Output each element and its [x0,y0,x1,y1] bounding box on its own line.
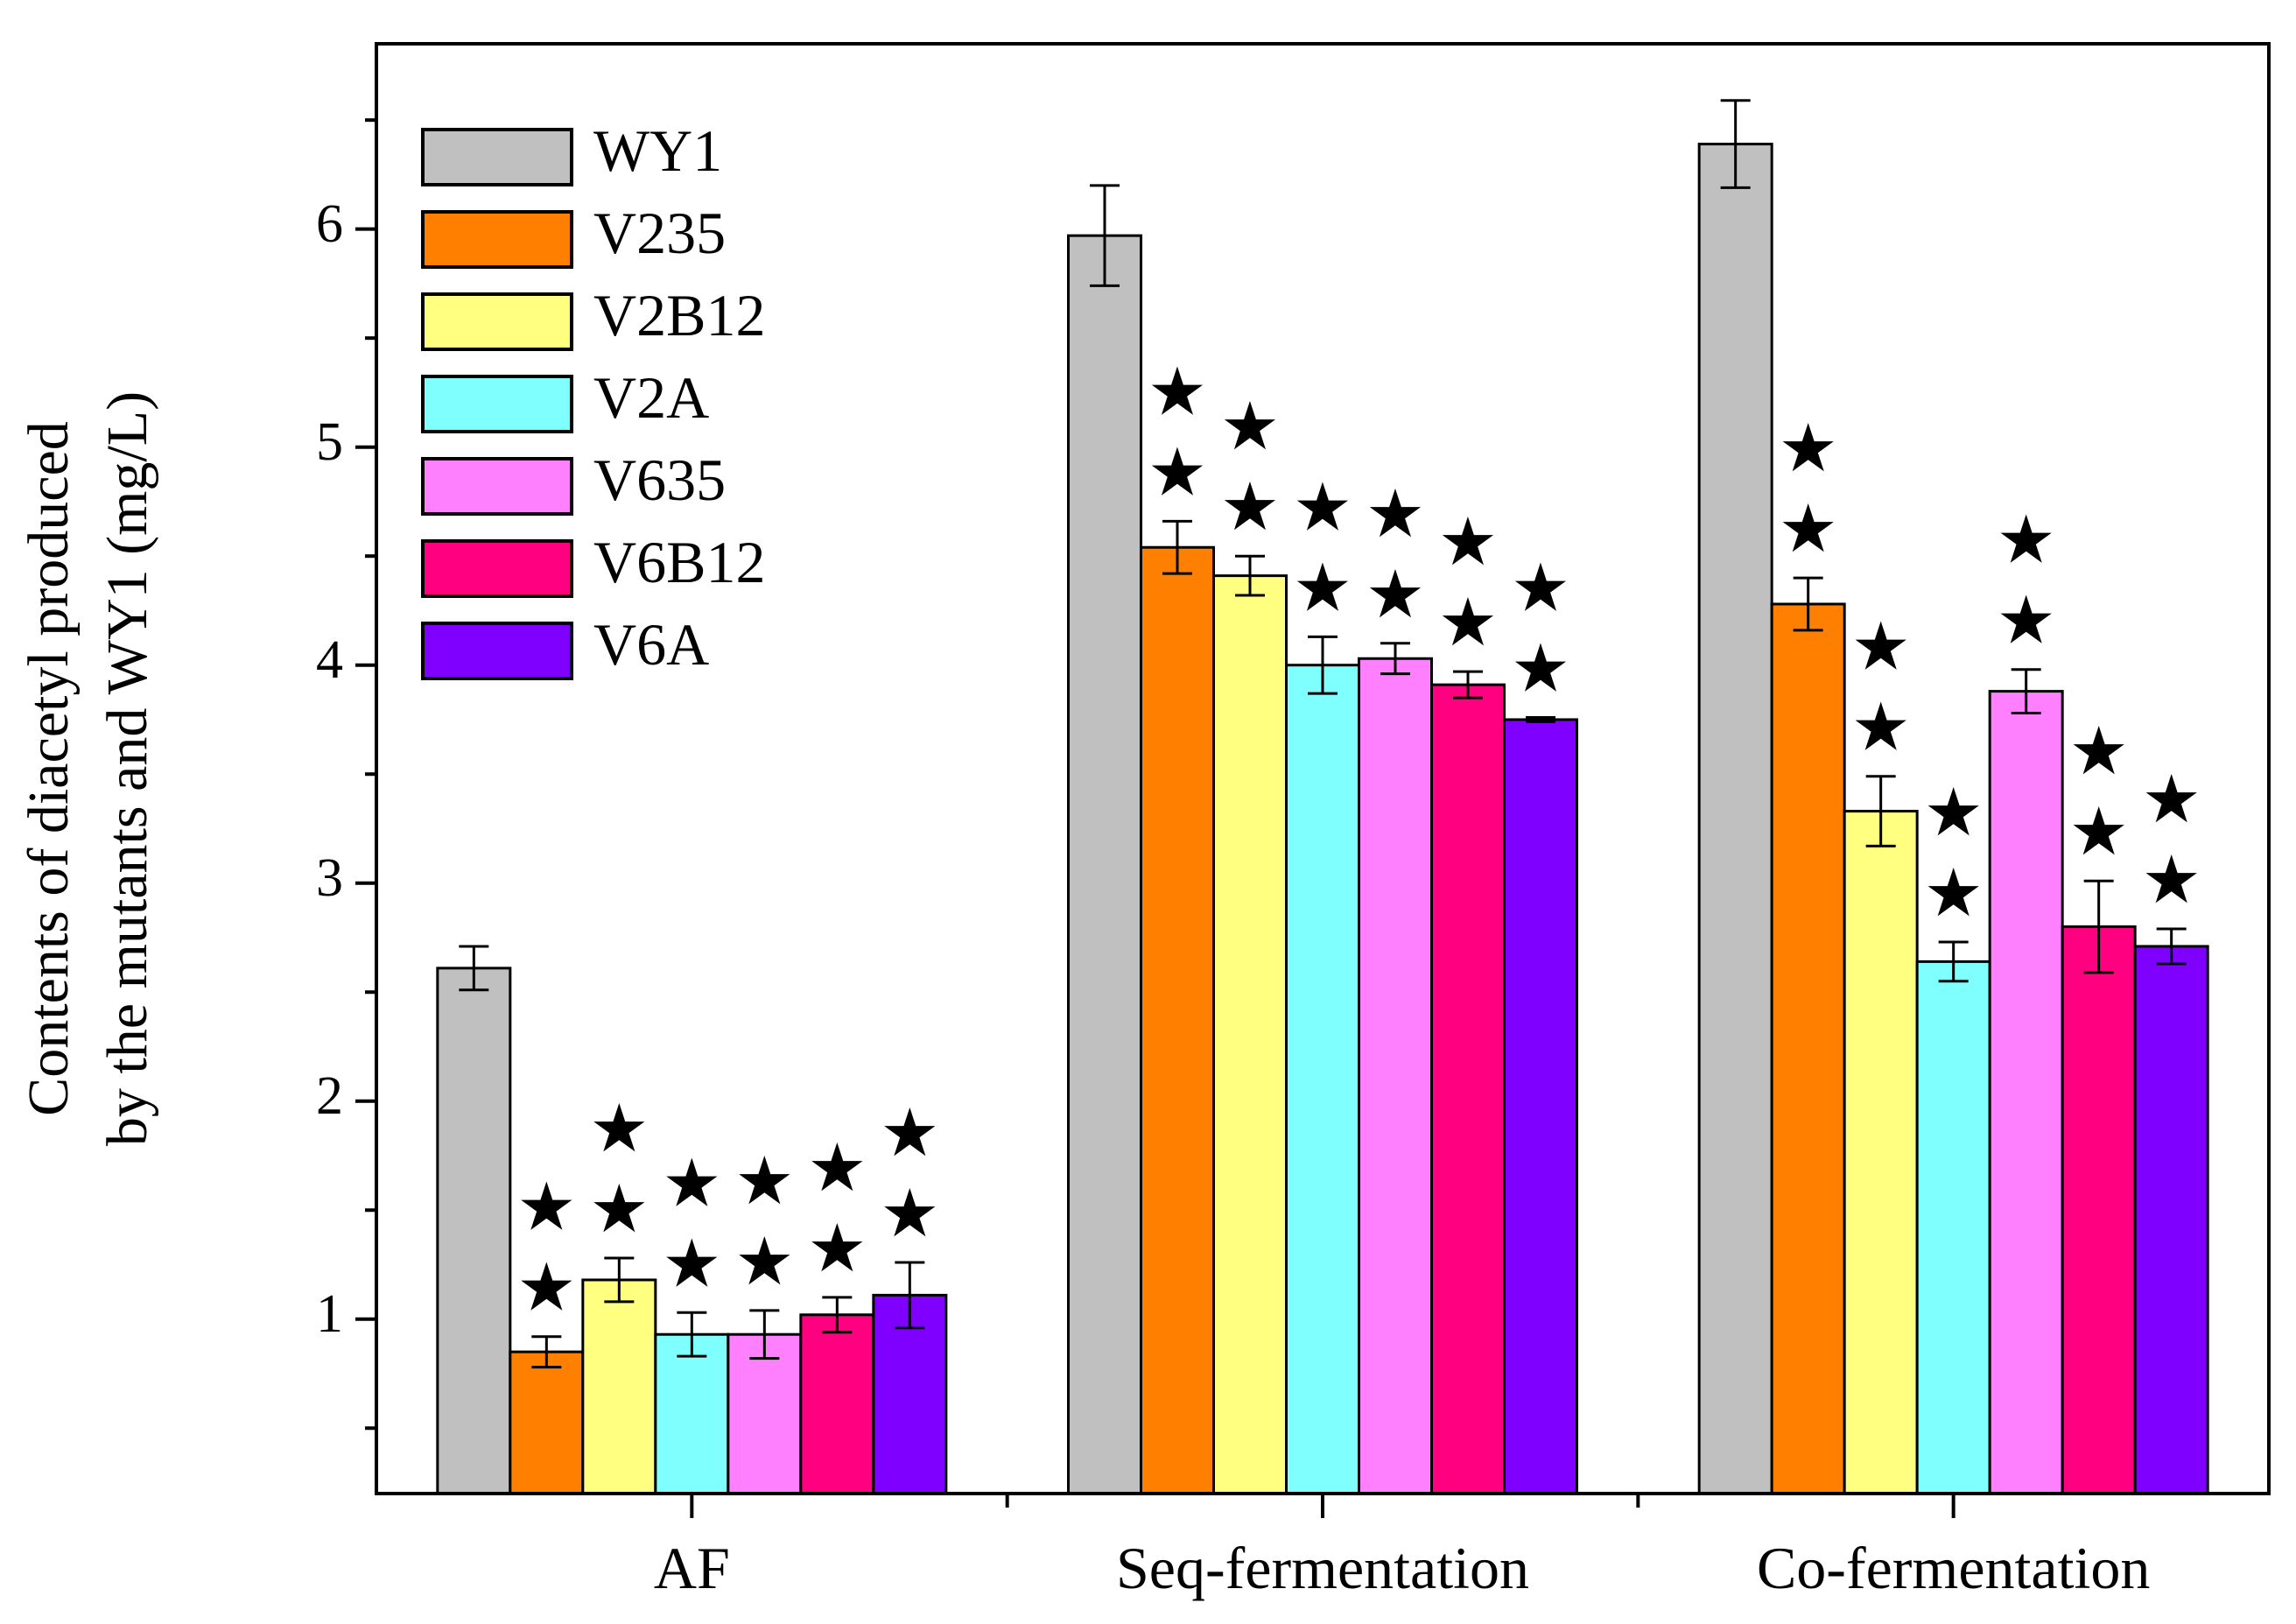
legend-swatch-V6B12 [421,539,573,598]
bar-V6B12-AF [799,1313,875,1495]
significance-star-V6B12-AF: ★ [807,1128,867,1206]
legend-label-V235: V235 [593,200,726,266]
legend-swatch-V6A [421,622,573,680]
y-axis-label-line-2: by the mutants and WY1 (mg/L) [95,391,159,1146]
x-tick-label-Seq-fermentation: Seq-fermentation [1116,1535,1529,1601]
significance-star-V2B12-Seq-fermentation: ★ [1220,468,1280,545]
significance-star-V235-AF: ★ [516,1168,576,1246]
significance-star-V635-Seq-fermentation: ★ [1366,555,1425,633]
significance-star-V2B12-Co-fermentation: ★ [1851,608,1911,685]
significance-star-V635-Seq-fermentation: ★ [1366,475,1425,552]
significance-star-V6B12-Seq-fermentation: ★ [1438,503,1498,580]
bar-V2B12-Seq-fermentation [1212,574,1288,1495]
significance-star-V6B12-Co-fermentation: ★ [2069,792,2129,870]
bar-WY1-AF [436,967,512,1495]
legend-swatch-V2B12 [421,292,573,351]
significance-star-V6A-Co-fermentation: ★ [2142,760,2201,838]
legend-label-V6A: V6A [593,611,709,678]
significance-star-V2A-Seq-fermentation: ★ [1293,548,1352,626]
legend-label-WY1: WY1 [593,117,722,184]
y-tick-label-6: 6 [316,194,343,254]
bar-V635-Seq-fermentation [1358,657,1433,1495]
significance-star-V2A-Co-fermentation: ★ [1924,773,1984,851]
significance-star-V6B12-AF: ★ [807,1209,867,1287]
bar-V2B12-Co-fermentation [1843,810,1919,1495]
legend-label-V635: V635 [593,446,726,513]
bar-V235-Co-fermentation [1770,602,1846,1495]
bar-WY1-Co-fermentation [1697,143,1773,1495]
significance-star-V2B12-AF: ★ [589,1170,649,1248]
significance-star-V235-Co-fermentation: ★ [1779,489,1838,567]
bar-V6B12-Seq-fermentation [1430,683,1506,1495]
bar-V2A-Co-fermentation [1915,960,1991,1495]
significance-star-V6A-AF: ★ [880,1174,939,1252]
significance-star-V635-Co-fermentation: ★ [1997,501,2056,579]
significance-star-V235-AF: ★ [516,1248,576,1326]
significance-star-V6A-AF: ★ [880,1093,939,1171]
y-tick-label-4: 4 [316,630,343,690]
bar-V2A-Seq-fermentation [1285,664,1360,1495]
significance-star-V2B12-Seq-fermentation: ★ [1220,387,1280,465]
legend-label-V2A: V2A [593,364,709,431]
legend-swatch-V635 [421,457,573,516]
legend: WY1 V235 V2B12 V2A V635 V6B12 V6A [421,117,765,680]
significance-star-V235-Co-fermentation: ★ [1779,409,1838,487]
y-axis-label-line-1: Contents of diacetyl produced [17,421,81,1116]
error-bars-layer [459,99,2187,1369]
significance-star-V6B12-Seq-fermentation: ★ [1438,583,1498,661]
bar-V6A-Seq-fermentation [1503,718,1578,1495]
y-tick-label-5: 5 [316,412,343,472]
axes-layer: AF Seq-fermentation Co-fermentation 1 2 3 4 5 6 [316,118,2150,1601]
significance-star-V235-Seq-fermentation: ★ [1148,432,1207,510]
bar-V2B12-AF [581,1278,657,1495]
legend-label-V6B12: V6B12 [593,529,765,595]
significance-star-V235-Seq-fermentation: ★ [1148,352,1207,430]
bar-V235-AF [509,1350,585,1495]
bar-V6A-Co-fermentation [2133,945,2209,1495]
bar-V6B12-Co-fermentation [2061,925,2137,1495]
legend-label-V2B12: V2B12 [593,282,765,348]
significance-star-V2A-Seq-fermentation: ★ [1293,468,1352,545]
significance-star-V6A-Co-fermentation: ★ [2142,840,2201,918]
bar-V2A-AF [654,1332,730,1495]
y-tick-label-1: 1 [316,1284,343,1344]
significance-star-V2A-AF: ★ [662,1143,721,1221]
x-tick-label-AF: AF [654,1535,730,1601]
significance-star-V2B12-AF: ★ [589,1089,649,1167]
bar-V635-Co-fermentation [1988,690,2064,1495]
significance-star-V2A-Co-fermentation: ★ [1924,854,1984,932]
significance-star-V2A-AF: ★ [662,1224,721,1302]
significance-star-V6B12-Co-fermentation: ★ [2069,712,2129,790]
y-tick-label-3: 3 [316,848,343,908]
significance-star-V6A-Seq-fermentation: ★ [1511,629,1570,707]
y-tick-label-2: 2 [316,1066,343,1126]
significance-star-V635-AF: ★ [734,1222,794,1300]
bar-WY1-Seq-fermentation [1067,234,1142,1495]
significance-stars-layer: ★★ ★★★★★★★★★★★★★★★★★★★★★★★★★★★★★★★★★★ [516,352,2201,1325]
significance-star-V635-AF: ★ [734,1142,794,1220]
bars-layer [436,143,2209,1495]
legend-swatch-V235 [421,210,573,269]
bar-V235-Seq-fermentation [1140,545,1215,1495]
legend-swatch-V2A [421,375,573,433]
significance-star-V6A-Seq-fermentation: ★ [1511,548,1570,626]
significance-star-V2B12-Co-fermentation: ★ [1851,688,1911,766]
legend-swatch-WY1 [421,128,573,186]
x-tick-label-Co-fermentation: Co-fermentation [1757,1535,2150,1601]
significance-star-V635-Co-fermentation: ★ [1997,581,2056,659]
